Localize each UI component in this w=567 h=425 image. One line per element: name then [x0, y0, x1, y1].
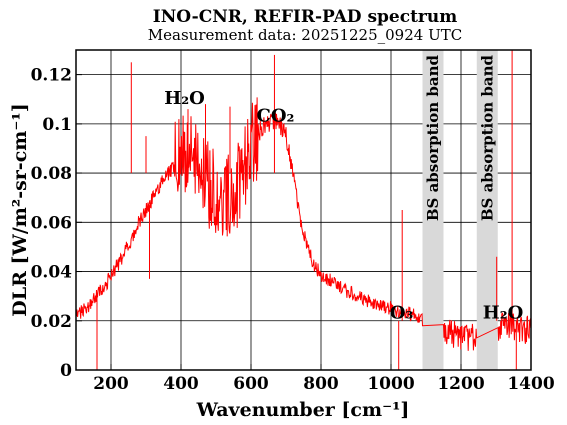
y-tick-label-2: 0.04 [31, 263, 73, 283]
x-axis-label: Wavenumber [cm⁻¹] [196, 399, 410, 421]
plot-frame [75, 49, 532, 371]
x-tick-label-5: 1200 [437, 374, 484, 394]
y-tick-label-4: 0.08 [31, 164, 72, 184]
x-tick-label-2: 600 [233, 374, 269, 394]
x-tick-label-1: 400 [163, 374, 199, 394]
x-tick-label-3: 800 [303, 374, 339, 394]
annotation-0: H₂O [164, 88, 205, 109]
y-tick-label-1: 0.02 [31, 312, 72, 332]
chart-subtitle: Measurement data: 20251225_0924 UTC [148, 26, 462, 44]
x-tick-label-0: 200 [93, 374, 129, 394]
absorption-band-1 [476, 50, 498, 370]
annotation-1: CO₂ [257, 105, 295, 126]
y-tick-label-0: 0 [60, 361, 72, 381]
annotation-2: O₃ [390, 302, 414, 323]
grid-lines [76, 50, 532, 371]
band-label-0: BS absorption band [424, 55, 442, 222]
y-ticks: 0 0.02 0.04 0.06 0.08 0.1 0.12 [31, 66, 82, 381]
y-tick-label-3: 0.06 [31, 213, 72, 233]
absorption-band-0 [422, 50, 444, 370]
absorption-bands: BS absorption band BS absorption band [422, 50, 498, 370]
y-tick-label-5: 0.1 [42, 115, 72, 135]
plot-area [75, 50, 532, 370]
spectrum-line-0 [75, 97, 532, 351]
x-tick-label-4: 1000 [367, 374, 414, 394]
annotation-3: H₂O [483, 302, 524, 323]
band-label-1: BS absorption band [478, 55, 496, 222]
chart-title: INO-CNR, REFIR-PAD spectrum [153, 7, 457, 27]
annotations: H₂O CO₂ O₃ H₂O [164, 88, 523, 323]
y-axis-label: DLR [W/m²-sr-cm⁻¹] [9, 103, 31, 316]
x-ticks: 200 400 600 800 1000 1200 1400 [93, 364, 555, 394]
y-tick-label-6: 0.12 [31, 66, 72, 86]
x-tick-label-6: 1400 [507, 374, 554, 394]
